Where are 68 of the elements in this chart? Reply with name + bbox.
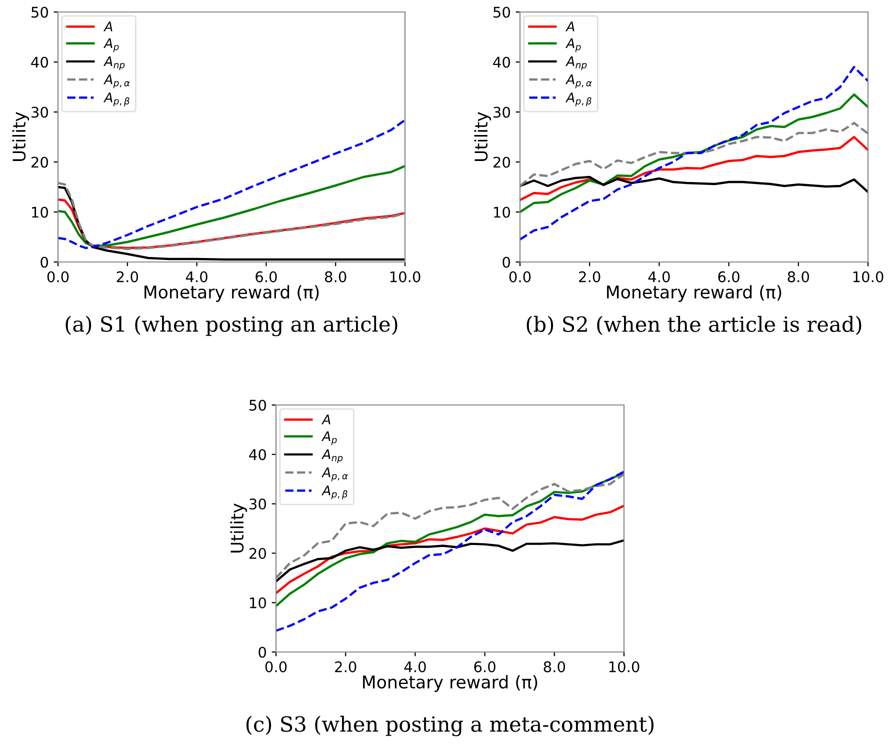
x-tick-label: 6.0 [256, 271, 277, 282]
line-series [520, 93, 868, 214]
legend-label: A$_{p}$ [103, 38, 119, 52]
y-tick-label: 20 [249, 548, 266, 559]
y-tick-label: 10 [250, 597, 266, 608]
line-series [276, 504, 624, 594]
legend-label: A$_{p,β}$ [103, 92, 130, 106]
x-tick-label: 6.0 [474, 661, 496, 672]
y-tick-label: 50 [250, 400, 266, 411]
x-tick-label: 4.0 [404, 661, 426, 672]
legend-label: A [321, 414, 330, 424]
x-tick-label: 10.0 [609, 661, 640, 672]
y-tick-label: 10 [494, 206, 510, 218]
legend-label: A$_{p}$ [565, 38, 581, 52]
legend-label: A$_{p}$ [321, 431, 337, 446]
x-tick-label: 2.0 [335, 661, 356, 672]
y-tick-label: 30 [250, 498, 266, 510]
legend-label: A [103, 22, 112, 32]
text: (b) S2 (when the article is read) [526, 316, 862, 335]
y-tick-label: 30 [494, 106, 510, 118]
line-series [520, 176, 868, 194]
y-tick-label: 10 [32, 206, 48, 218]
y-tick-label: 20 [31, 156, 48, 168]
x-tick-label: 0.0 [265, 661, 287, 672]
y-tick-label: 0 [258, 646, 266, 658]
legend-label: A$_{p,α}$ [565, 74, 592, 88]
x-tick-label: 4.0 [186, 271, 208, 282]
legend-label: A$_{p,β}$ [565, 92, 592, 106]
x-tick-label: 6.0 [718, 271, 740, 282]
y-tick-label: 30 [32, 106, 48, 118]
y-axis-title: Utility [12, 112, 30, 162]
y-tick-label: 20 [493, 156, 510, 168]
x-tick-label: 8.0 [544, 661, 566, 672]
x-axis-title: Monetary reward (π) [144, 285, 319, 302]
line-series [58, 198, 405, 250]
x-tick-label: 0.0 [509, 271, 531, 282]
x-tick-label: 2.0 [116, 271, 138, 282]
line-series [276, 539, 624, 582]
line-series [58, 164, 405, 248]
x-tick-label: 8.0 [788, 271, 810, 282]
y-axis-title: Utility [474, 112, 492, 162]
line-series [58, 118, 405, 250]
line-series [520, 136, 868, 202]
y-axis-title: Utility [230, 503, 248, 553]
legend-label: A$_{np}$ [321, 449, 343, 464]
y-tick-label: 50 [32, 6, 48, 18]
y-tick-label: 40 [249, 449, 266, 460]
x-tick-label: 8.0 [324, 271, 346, 282]
legend-label: A$_{p,α}$ [103, 74, 130, 88]
legend-label: A$_{p,α}$ [321, 468, 348, 482]
y-tick-label: 0 [502, 256, 510, 268]
text: (a) S1 (when posting an article) [66, 316, 398, 336]
x-axis-title: Monetary reward (π) [363, 675, 538, 692]
legend-label: A$_{np}$ [103, 56, 125, 70]
legend-label: A [565, 22, 574, 32]
legend-label: A$_{np}$ [565, 56, 587, 70]
x-tick-label: 2.0 [579, 271, 600, 282]
x-tick-label: 0.0 [47, 271, 69, 282]
y-tick-label: 50 [494, 6, 510, 18]
text: (c) S3 (when posting a meta-comment) [246, 716, 654, 736]
y-tick-label: 40 [31, 56, 48, 68]
y-tick-label: 40 [493, 56, 510, 68]
x-axis-title: Monetary reward (π) [607, 285, 782, 302]
y-tick-label: 0 [40, 256, 48, 268]
legend-label: A$_{p,β}$ [321, 486, 348, 500]
x-tick-label: 10.0 [853, 271, 884, 282]
x-tick-label: 10.0 [390, 271, 420, 282]
x-tick-label: 4.0 [648, 271, 670, 282]
